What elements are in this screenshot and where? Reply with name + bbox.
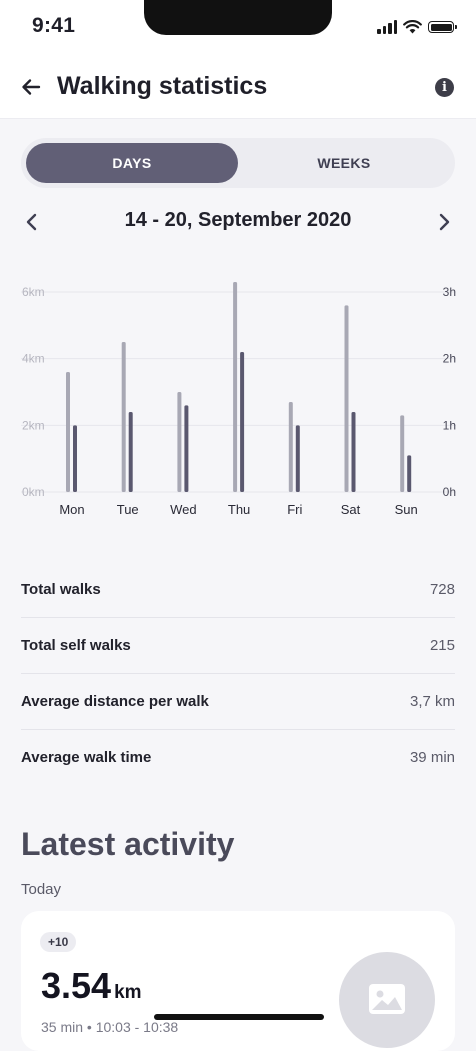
- distance-bar: [66, 372, 70, 492]
- stat-value: 728: [429, 581, 455, 598]
- stats-list: Total walks 728 Total self walks 215 Ave…: [21, 562, 455, 785]
- left-axis-tick-label: 2km: [22, 418, 45, 432]
- distance-bar: [121, 342, 126, 492]
- left-axis-tick-label: 0km: [22, 485, 45, 499]
- time-bar: [295, 425, 300, 492]
- activity-card[interactable]: +10 3.54 km 35 min • 10:03 - 10:38: [21, 911, 455, 1051]
- distance-bar: [400, 415, 405, 492]
- period-navigator: 14 - 20, September 2020: [0, 200, 476, 244]
- time-bar: [73, 425, 77, 492]
- page-title: Walking statistics: [57, 72, 268, 100]
- activity-distance: 3.54 km: [41, 965, 142, 1007]
- stat-total-self-walks: Total self walks 215: [21, 618, 455, 674]
- wifi-icon: [403, 20, 422, 34]
- distance-unit: km: [114, 982, 142, 1003]
- time-bar: [128, 412, 133, 492]
- time-bar: [351, 412, 356, 492]
- right-axis-tick-label: 2h: [443, 352, 456, 366]
- right-axis-tick-label: 3h: [443, 285, 456, 299]
- status-icons: [377, 20, 457, 34]
- stat-average-walk-time: Average walk time 39 min: [21, 730, 455, 785]
- status-time: 9:41: [32, 14, 76, 37]
- latest-activity-group: Today: [21, 881, 62, 898]
- app-header: Walking statistics i: [0, 56, 476, 119]
- x-axis-day-label: Tue: [117, 502, 139, 517]
- chevron-left-icon[interactable]: [20, 208, 44, 236]
- x-axis-day-label: Mon: [59, 502, 84, 517]
- stat-label: Total self walks: [21, 637, 131, 654]
- distance-value: 3.54: [41, 965, 112, 1006]
- period-tabs: DAYS WEEKS: [21, 138, 455, 188]
- stat-value: 39 min: [409, 749, 455, 766]
- time-bar: [407, 455, 412, 492]
- stat-label: Total walks: [21, 581, 101, 598]
- points-badge: +10: [40, 932, 77, 952]
- activity-meta: 35 min • 10:03 - 10:38: [41, 1019, 179, 1035]
- stat-total-walks: Total walks 728: [21, 562, 455, 618]
- left-axis-tick-label: 6km: [22, 285, 45, 299]
- status-bar: 9:41: [0, 0, 476, 56]
- period-label: 14 - 20, September 2020: [124, 209, 352, 231]
- info-icon[interactable]: i: [435, 78, 454, 97]
- distance-bar: [233, 282, 238, 492]
- x-axis-day-label: Sun: [395, 502, 418, 517]
- distance-bar: [177, 392, 182, 492]
- x-axis-day-label: Thu: [228, 502, 250, 517]
- battery-icon: [428, 21, 457, 33]
- left-axis-tick-label: 4km: [22, 352, 45, 366]
- time-bar: [240, 352, 245, 492]
- tab-days[interactable]: DAYS: [26, 143, 238, 183]
- distance-bar: [288, 402, 293, 492]
- home-indicator: [154, 1014, 324, 1020]
- stat-value: 3,7 km: [409, 693, 455, 710]
- stat-label: Average distance per walk: [21, 693, 209, 710]
- stat-average-distance: Average distance per walk 3,7 km: [21, 674, 455, 730]
- device-notch: [144, 0, 332, 35]
- x-axis-day-label: Wed: [170, 502, 197, 517]
- arrow-left-icon[interactable]: [18, 74, 44, 100]
- x-axis-day-label: Fri: [287, 502, 302, 517]
- time-bar: [184, 405, 189, 492]
- right-axis-tick-label: 0h: [443, 485, 456, 499]
- stat-label: Average walk time: [21, 749, 152, 766]
- activity-photo[interactable]: [339, 952, 435, 1048]
- latest-activity-title: Latest activity: [21, 826, 235, 862]
- distance-bar: [344, 305, 349, 492]
- walking-bar-chart: 0km 0h 2km 1h 4km 2h 6km 3h Mon Tue Wed Thu Fri Sat Su…: [21, 282, 456, 517]
- image-placeholder-icon: [369, 984, 405, 1014]
- cellular-signal-icon: [377, 20, 397, 34]
- chevron-right-icon[interactable]: [432, 208, 456, 236]
- right-axis-tick-label: 1h: [443, 418, 456, 432]
- tab-weeks[interactable]: WEEKS: [317, 155, 371, 171]
- stat-value: 215: [429, 637, 455, 654]
- x-axis-day-label: Sat: [341, 502, 361, 517]
